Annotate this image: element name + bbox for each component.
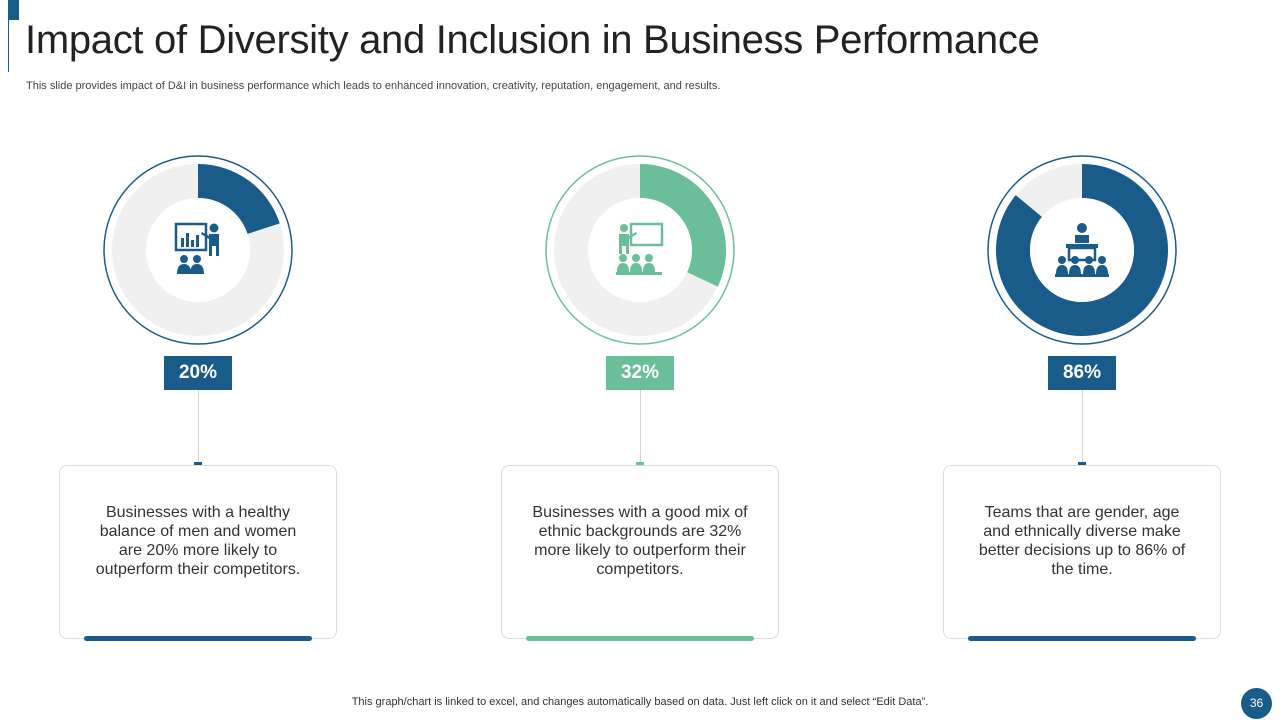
percent-badge-2: 32% [606, 356, 674, 390]
donut-outline [545, 155, 735, 345]
donut-hole [588, 198, 692, 302]
footer-note: This graph/chart is linked to excel, and… [351, 696, 929, 708]
presentation-audience-icon [174, 222, 219, 274]
description-accent-bar [968, 636, 1196, 641]
description-box-2: Businesses with a good mix of ethnic bac… [501, 465, 779, 639]
donut-outline [103, 155, 293, 345]
description-accent-bar [84, 636, 312, 641]
donut-slice-value-2 [640, 164, 726, 287]
description-box-3: Teams that are gender, age and ethnicall… [943, 465, 1221, 639]
connector-line [640, 390, 641, 462]
description-accent-bar [526, 636, 754, 641]
connector-line [198, 390, 199, 462]
connector-line [1082, 390, 1083, 462]
donut-chart-3 [987, 155, 1177, 345]
donut-slice-value-3 [996, 164, 1168, 336]
donut-chart-1 [103, 155, 293, 345]
description-box-1: Businesses with a healthy balance of men… [59, 465, 337, 639]
teacher-classroom-icon [616, 222, 664, 275]
accent-tab [8, 0, 19, 20]
slide-subtitle: This slide provides impact of D&I in bus… [26, 80, 721, 92]
slide-title: Impact of Diversity and Inclusion in Bus… [25, 18, 1040, 62]
description-text: Businesses with a healthy balance of men… [95, 504, 301, 578]
accent-line [8, 0, 9, 72]
speaker-podium-icon [1055, 223, 1109, 277]
description-text: Businesses with a good mix of ethnic bac… [532, 504, 748, 578]
donut-outline [987, 155, 1177, 345]
donut-hole [1030, 198, 1134, 302]
page-number: 36 [1241, 688, 1272, 719]
description-text: Teams that are gender, age and ethnicall… [978, 504, 1186, 578]
percent-badge-3: 86% [1048, 356, 1116, 390]
donut-slice-value-1 [198, 164, 280, 234]
donut-chart-2 [545, 155, 735, 345]
percent-badge-1: 20% [164, 356, 232, 390]
